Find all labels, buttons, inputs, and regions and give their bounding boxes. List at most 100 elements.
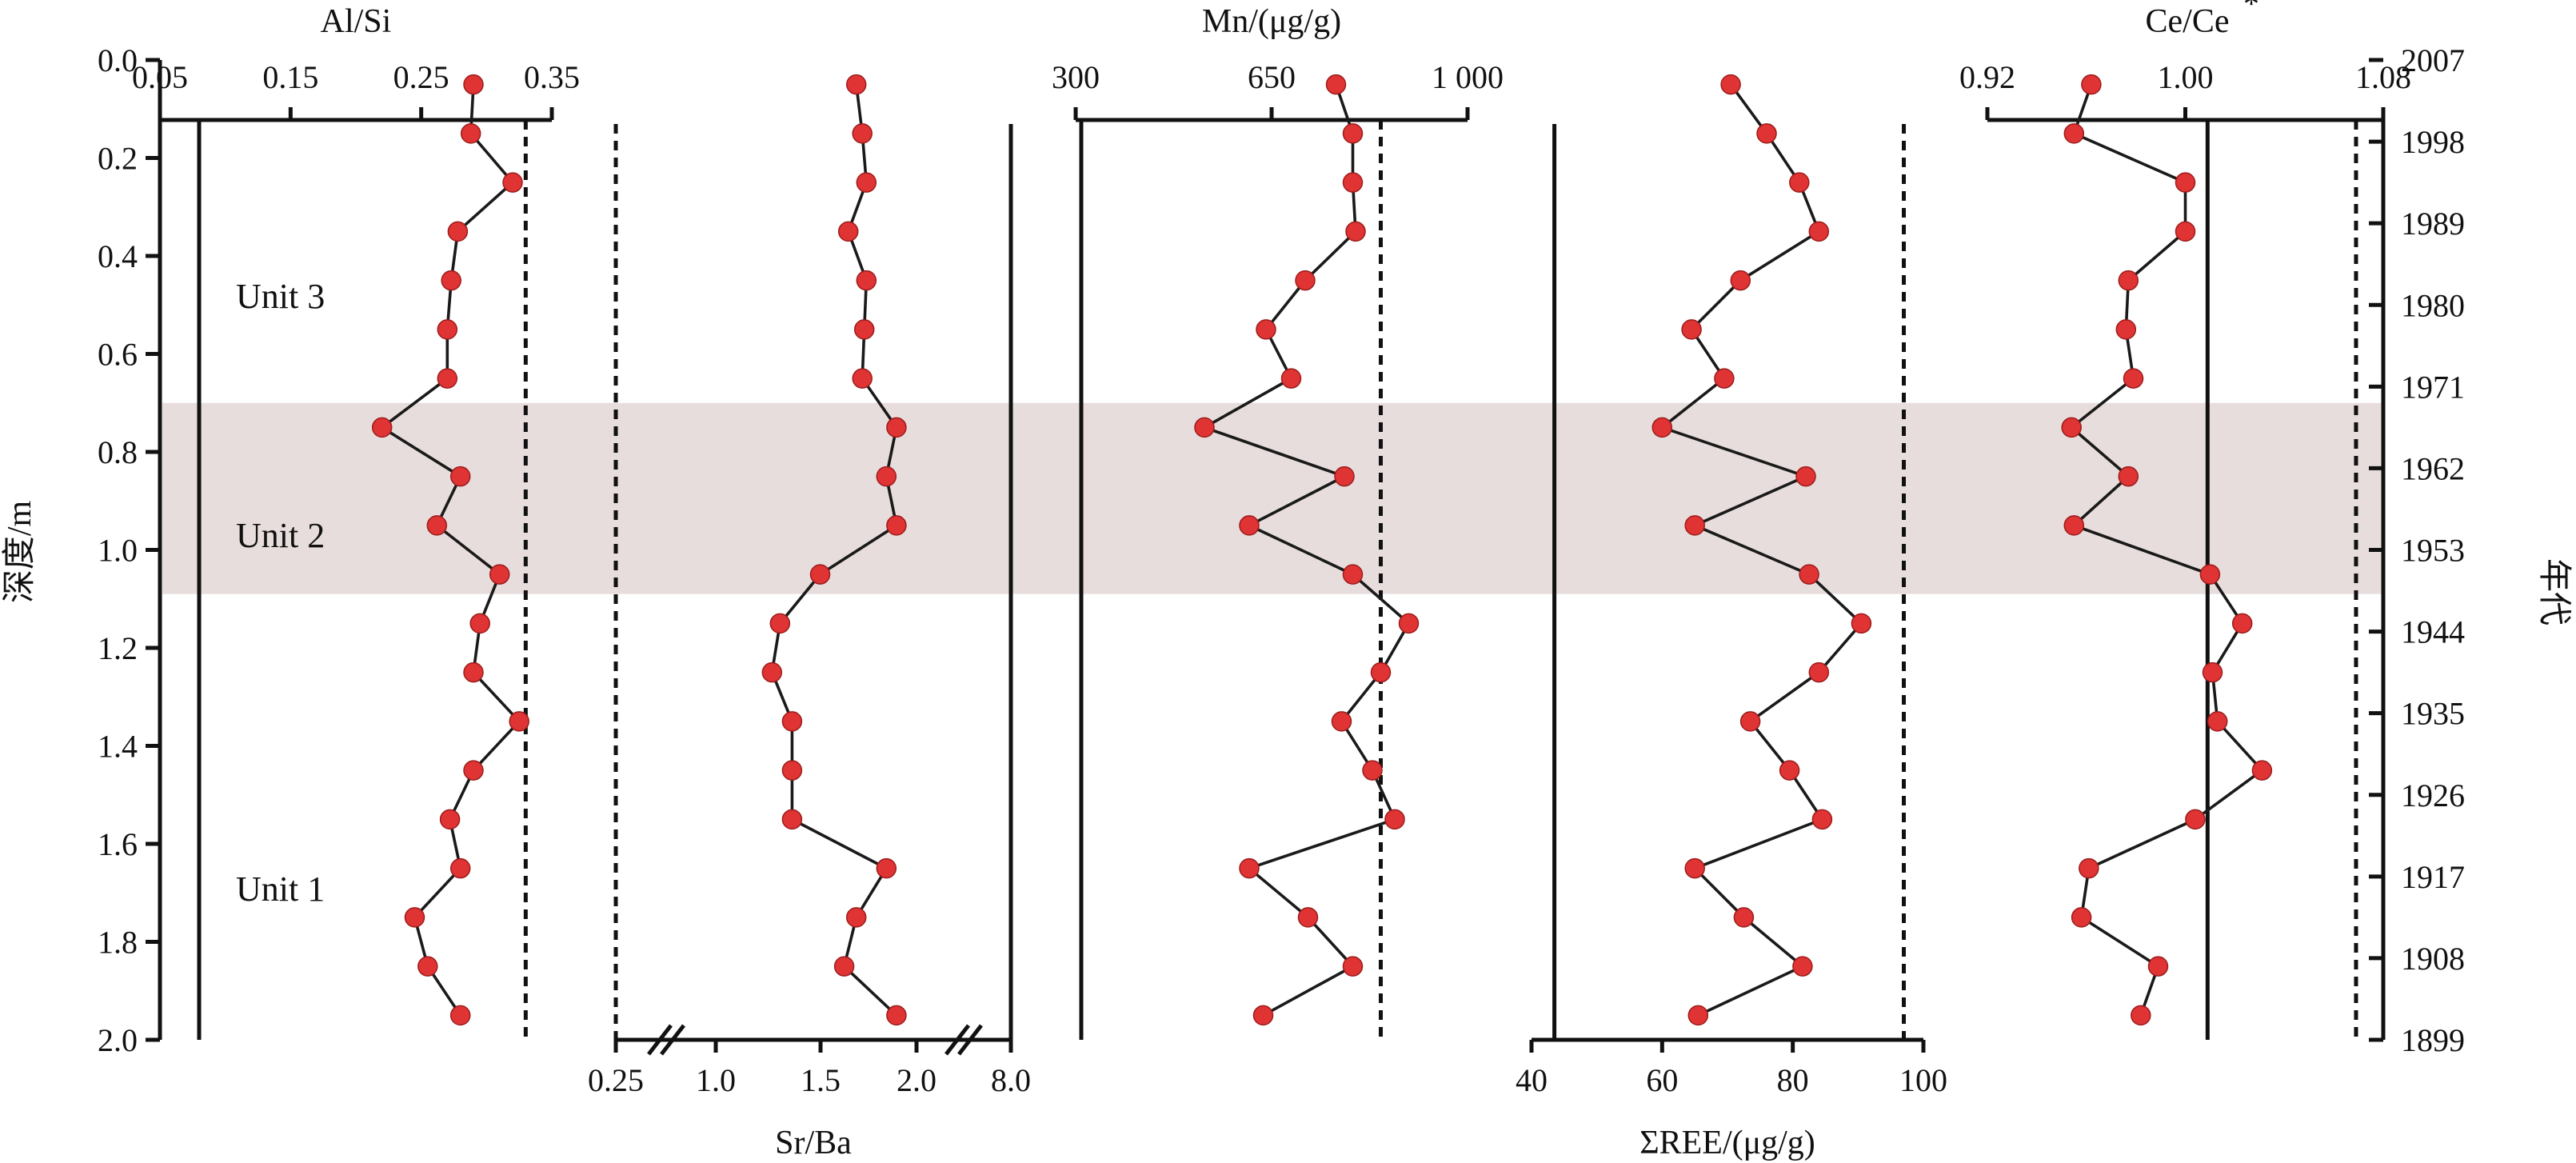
panel-5-data-point bbox=[2118, 466, 2139, 487]
age-axis-label: 年代 bbox=[2535, 558, 2573, 625]
panel-1-data-point bbox=[447, 221, 469, 242]
panel-4-data-point bbox=[1799, 564, 1819, 585]
panel-3-data-point bbox=[1239, 857, 1260, 879]
panel-3-data-point bbox=[1384, 809, 1405, 830]
panel-4-tick-label: 100 bbox=[1899, 1062, 1947, 1098]
panel-5-data-point bbox=[2185, 809, 2206, 830]
panel-4-data-point bbox=[1795, 466, 1816, 487]
panel-1-data-point bbox=[449, 857, 471, 879]
depth-tick-label: 0.8 bbox=[98, 434, 138, 470]
panel-4-data-point bbox=[1684, 857, 1705, 879]
panel-3-tick-label: 650 bbox=[1248, 59, 1296, 95]
panel-1-data-point bbox=[449, 1005, 471, 1026]
depth-tick-label: 0.4 bbox=[98, 238, 138, 274]
panel-3-data-point bbox=[1345, 221, 1366, 242]
depth-tick-label: 0.2 bbox=[98, 141, 138, 177]
panel-4-data-point bbox=[1651, 417, 1673, 438]
panel-3-data-point bbox=[1342, 123, 1364, 144]
depth-axis-label: 深度/m bbox=[2, 501, 38, 604]
panel-5-data-point bbox=[2207, 711, 2228, 732]
panel-4-x-label: ΣREE/(μg/g) bbox=[1639, 1125, 1815, 1161]
panel-2-data-point bbox=[853, 319, 875, 340]
panel-2-tick-label: 8.0 bbox=[991, 1062, 1031, 1098]
panel-2-data-point bbox=[761, 661, 783, 683]
panel-3-tick-label: 1 000 bbox=[1432, 59, 1504, 95]
panel-4-data-point bbox=[1684, 515, 1705, 536]
panel-4-data-point bbox=[1733, 907, 1755, 928]
panel-1-data-point bbox=[426, 515, 448, 536]
panel-2-data-point bbox=[886, 515, 907, 536]
panel-4-data-point bbox=[1851, 613, 1872, 634]
panel-5-data-point bbox=[2063, 123, 2085, 144]
panel-2-data-point bbox=[833, 956, 855, 977]
panel-4-data-point bbox=[1739, 711, 1761, 732]
panel-1-data-point bbox=[502, 172, 523, 193]
axis-break-mark bbox=[647, 1024, 673, 1056]
panel-3-data-point bbox=[1334, 466, 1355, 487]
panel-5-data-point bbox=[2175, 172, 2196, 193]
panel-1-data-point bbox=[489, 564, 510, 585]
panel-5-data-point bbox=[2063, 515, 2085, 536]
panel-5-data-point bbox=[2199, 564, 2221, 585]
panel-2-data-point bbox=[856, 270, 877, 291]
age-tick-label: 1989 bbox=[2401, 206, 2465, 242]
panel-1-data-point bbox=[463, 74, 484, 95]
unit-label: Unit 1 bbox=[236, 869, 325, 909]
panel-5-data-point bbox=[2202, 661, 2223, 683]
panel-2-data-point bbox=[781, 711, 803, 732]
panel-1-data-point bbox=[463, 760, 484, 781]
depth-tick-label: 1.4 bbox=[98, 729, 138, 765]
shaded-zone-unit-2 bbox=[162, 402, 2383, 594]
panel-5-series-line bbox=[2069, 84, 2265, 1017]
unit-label: Unit 3 bbox=[236, 277, 325, 316]
panel-3-data-point bbox=[1325, 74, 1347, 95]
panel-3-data-point bbox=[1252, 1005, 1274, 1026]
panel-2-data-point bbox=[809, 564, 831, 585]
panel-1-title: Al/Si bbox=[321, 3, 392, 40]
panel-3-title: Mn/(μg/g) bbox=[1202, 3, 1341, 40]
panel-3-data-point bbox=[1239, 515, 1260, 536]
panel-1-data-point bbox=[404, 907, 425, 928]
panel-2-data-point bbox=[886, 1005, 907, 1026]
unit-label: Unit 2 bbox=[236, 516, 325, 555]
age-tick-label: 1908 bbox=[2401, 941, 2465, 977]
panel-4-data-point bbox=[1687, 1005, 1709, 1026]
age-tick-label: 1944 bbox=[2401, 614, 2465, 650]
panel-2-x-label: Sr/Ba bbox=[775, 1125, 852, 1161]
panel-5-title: Ce/Ce bbox=[2146, 3, 2230, 40]
panel-3-data-point bbox=[1331, 711, 1352, 732]
panel-5-data-point bbox=[2231, 613, 2253, 634]
panel-1-data-point bbox=[441, 270, 461, 291]
panel-5-data-point bbox=[2079, 857, 2099, 879]
panel-3-data-point bbox=[1194, 417, 1215, 438]
panel-4-data-point bbox=[1681, 319, 1702, 340]
panel-3-data-point bbox=[1342, 956, 1364, 977]
depth-tick-label: 1.6 bbox=[98, 826, 138, 862]
panel-1-data-point bbox=[437, 368, 458, 389]
axis-break-mark bbox=[957, 1024, 983, 1056]
panel-5-data-point bbox=[2071, 907, 2092, 928]
panel-2-data-point bbox=[845, 907, 867, 928]
depth-tick-label: 1.8 bbox=[98, 925, 138, 961]
age-tick-label: 2007 bbox=[2401, 42, 2465, 78]
panel-3-series-line bbox=[1200, 84, 1411, 1017]
panel-3-data-point bbox=[1342, 172, 1364, 193]
panel-2-data-point bbox=[769, 613, 791, 634]
depth-tick-label: 1.2 bbox=[98, 630, 138, 666]
panel-2-data-point bbox=[852, 123, 873, 144]
panel-1-data-point bbox=[437, 319, 458, 340]
panel-2-tick-label: 1.0 bbox=[696, 1062, 736, 1098]
panel-4-series-line bbox=[1659, 83, 1863, 1017]
panel-5-data-point bbox=[2175, 221, 2196, 242]
panel-5-tick-label: 1.00 bbox=[2158, 59, 2214, 95]
depth-tick-label: 2.0 bbox=[98, 1022, 138, 1058]
age-tick-label: 1953 bbox=[2401, 533, 2465, 569]
panel-3-data-point bbox=[1297, 907, 1319, 928]
panel-1-data-point bbox=[371, 417, 393, 438]
age-tick-label: 1926 bbox=[2401, 777, 2465, 813]
age-tick-label: 1917 bbox=[2401, 859, 2465, 895]
panel-2-tick-label: 2.0 bbox=[897, 1062, 937, 1098]
panel-3-data-point bbox=[1280, 368, 1302, 389]
age-tick-label: 1980 bbox=[2401, 287, 2465, 323]
